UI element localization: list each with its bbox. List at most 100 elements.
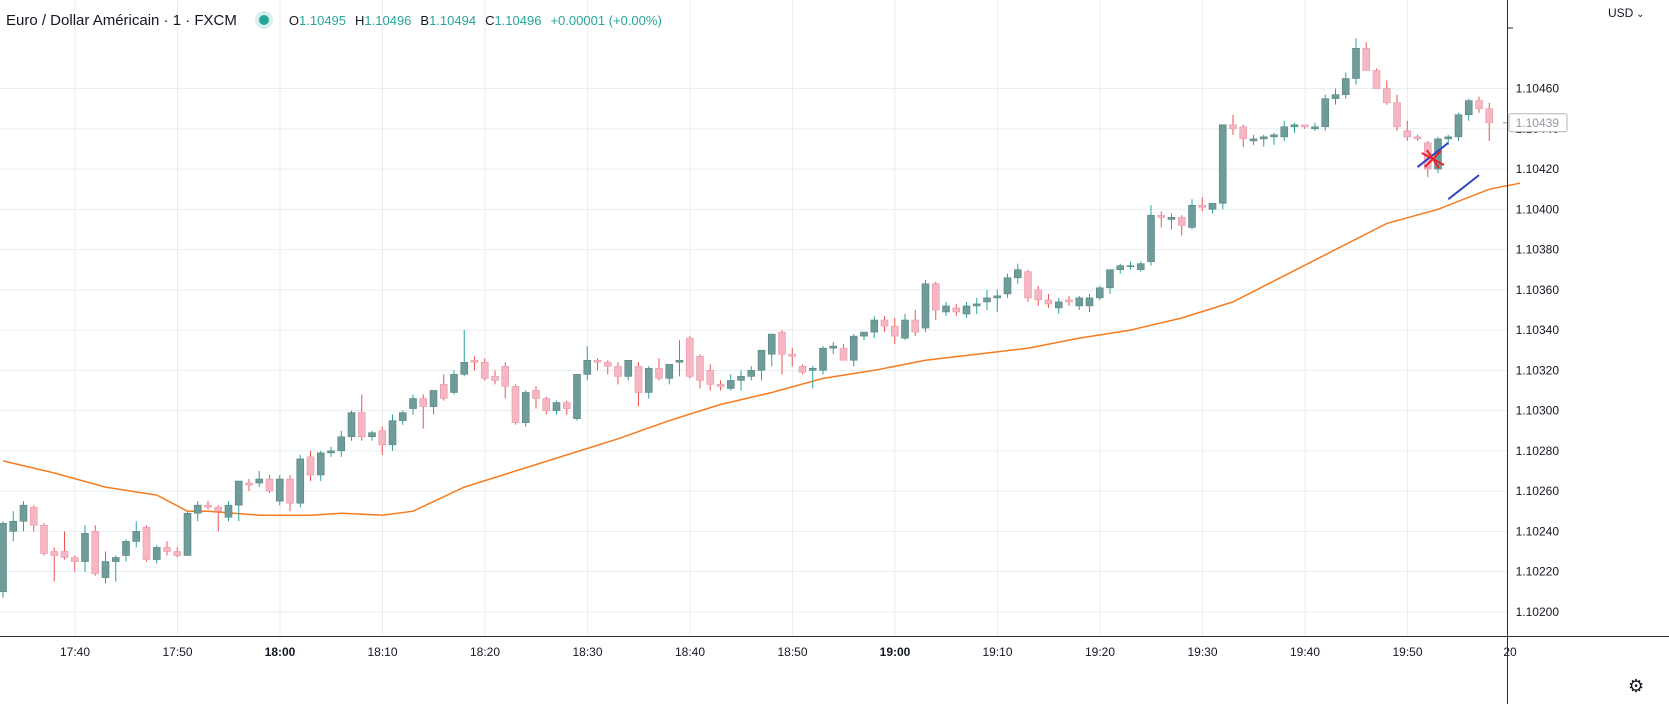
y-tick-label: 1.10320 [1516,363,1560,377]
candle-body [1475,100,1483,109]
ohlc-values: O 1.10495 H 1.10496 B 1.10494 C 1.10496 … [289,13,671,28]
x-tick-label: 19:00 [880,645,911,659]
candle [480,358,489,381]
candle [70,555,79,572]
candle-body [1382,88,1391,103]
current-price-label: 1.10439 [1516,116,1560,130]
candle-body [603,361,612,367]
candle-body [204,504,212,508]
candle-body [40,525,48,554]
candle-body [265,478,274,492]
candle-body [901,319,909,339]
moving-average-line [2,182,1521,516]
candle [29,505,38,532]
candle-body [716,384,725,387]
candle [737,370,745,391]
candle-body [193,504,202,514]
candle [603,360,612,375]
candle-body [1177,217,1186,226]
grid [0,0,1507,636]
trend-line [1447,174,1480,201]
candle [142,525,151,562]
candle-body [60,551,69,558]
candle-body [470,359,479,363]
candle [614,362,622,385]
candle-body [388,420,397,446]
candle-body [1352,48,1360,79]
candle-body [347,412,356,438]
candle-body [480,361,489,379]
x-tick-label: 18:10 [367,645,397,659]
candle-body [1413,136,1422,140]
candle-body [81,533,89,562]
candle [378,426,387,455]
candle [9,511,18,542]
candle [132,521,141,548]
candle [798,364,807,375]
candle-body [1311,126,1319,130]
x-tick-label: 17:50 [162,645,192,659]
candle-body [573,374,581,419]
drawings[interactable] [1416,142,1480,201]
candle-body [501,366,510,387]
candle [1003,273,1012,298]
candle [839,344,848,361]
candle-body [1393,102,1401,128]
candle [542,396,551,415]
candle-body [860,331,868,337]
symbol-legend: Euro / Dollar Américain · 1 · FXCM O 1.1… [6,10,671,30]
x-tick-label: 18:20 [470,645,500,659]
x-tick-label: 20 [1503,645,1517,659]
candle-body [1188,204,1196,228]
candle [1013,263,1022,284]
candle-body [1239,126,1248,140]
y-tick-label: 1.10300 [1516,404,1560,418]
candle [860,331,868,341]
candle [788,348,797,367]
open-label: O [288,12,300,28]
candle-body [1157,215,1166,218]
open-value: 1.10495 [299,12,347,28]
candle [1300,124,1309,129]
candle-body [398,412,407,421]
symbol-title[interactable]: Euro / Dollar Américain · 1 · FXCM [6,11,237,29]
candle [1218,124,1227,210]
candle-body [122,541,130,556]
candle-body [337,436,346,452]
candle [511,384,520,425]
candle-body [1280,126,1289,138]
x-tick-label: 18:30 [572,645,602,659]
candle-body [1321,98,1330,128]
candle [880,315,889,333]
candle [716,380,725,391]
candle [778,330,786,375]
candle [1167,213,1176,230]
y-tick-label: 1.10460 [1516,82,1560,96]
candle [634,362,643,407]
y-tick-label: 1.10220 [1516,565,1560,579]
currency-dropdown[interactable]: USD [1608,6,1645,20]
high-label: H [355,12,365,28]
candle [1413,134,1422,141]
candle [1290,122,1299,133]
y-tick-label: 1.10280 [1516,444,1560,458]
candle-body [870,319,879,333]
settings-gear-icon[interactable]: ⚙ [1628,676,1645,696]
candle [1198,197,1207,212]
candle-body [1075,297,1084,307]
candle [1085,293,1094,312]
x-tick-label: 19:30 [1187,645,1217,659]
candle [409,394,417,415]
candle [808,366,817,389]
candle [204,501,212,510]
candle-body [655,368,663,379]
candle-body [255,478,264,484]
candle [81,525,89,572]
candle-body [839,347,848,361]
x-tick-label: 19:20 [1085,645,1115,659]
candle-body [696,355,704,381]
candle-body [993,295,1002,299]
candle-body [1249,138,1258,142]
